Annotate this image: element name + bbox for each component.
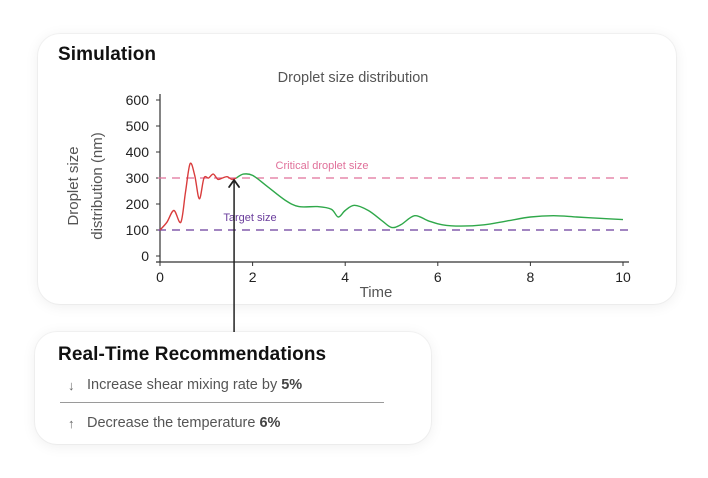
recommendation-value: 5% — [281, 377, 303, 393]
x-tick-label: 0 — [156, 269, 164, 285]
x-tick-label: 2 — [249, 269, 257, 285]
recommendation-value: 6% — [259, 415, 281, 431]
recommendation-text: Decrease the temperature — [87, 415, 256, 431]
annotation-arrowhead-icon — [228, 179, 240, 188]
series-line — [236, 173, 624, 229]
x-tick-label: 8 — [527, 269, 535, 285]
series-line — [159, 162, 237, 231]
recommendations-card: Real-Time Recommendations ↓ Increase she… — [35, 332, 431, 444]
y-tick-label: 300 — [126, 170, 150, 186]
recommendation-divider — [60, 402, 384, 403]
y-tick-label: 200 — [126, 196, 150, 212]
chart-title: Droplet size distribution — [278, 70, 429, 86]
recommendation-item: ↓ Increase shear mixing rate by 5% — [68, 377, 302, 393]
y-axis-label-line: Droplet size — [65, 146, 82, 225]
droplet-size-chart: Droplet size distribution010020030040050… — [65, 70, 631, 301]
arrow-up-icon: ↑ — [68, 415, 75, 431]
recommendation-text: Increase shear mixing rate by — [87, 377, 278, 393]
x-axis-label: Time — [360, 284, 393, 301]
reference-line-label: Critical droplet size — [276, 160, 369, 172]
simulation-title: Simulation — [58, 44, 157, 65]
arrow-down-icon: ↓ — [68, 377, 75, 393]
x-tick-label: 6 — [434, 269, 442, 285]
recommendation-item: ↑ Decrease the temperature 6% — [68, 415, 280, 431]
y-tick-label: 600 — [126, 92, 150, 108]
y-tick-label: 0 — [141, 248, 149, 264]
y-axis-label: Droplet size distribution (nm) — [65, 132, 106, 240]
simulation-card: Simulation Droplet size distribution 0 100… — [38, 34, 676, 304]
reference-line-label: Target size — [223, 212, 276, 224]
x-tick-label: 10 — [615, 269, 631, 285]
y-tick-label: 100 — [126, 222, 150, 238]
y-tick-label: 500 — [126, 118, 150, 134]
y-axis-label-line: distribution (nm) — [89, 132, 106, 240]
x-tick-label: 4 — [341, 269, 349, 285]
y-tick-label: 400 — [126, 144, 150, 160]
recommendations-title: Real-Time Recommendations — [58, 344, 327, 365]
